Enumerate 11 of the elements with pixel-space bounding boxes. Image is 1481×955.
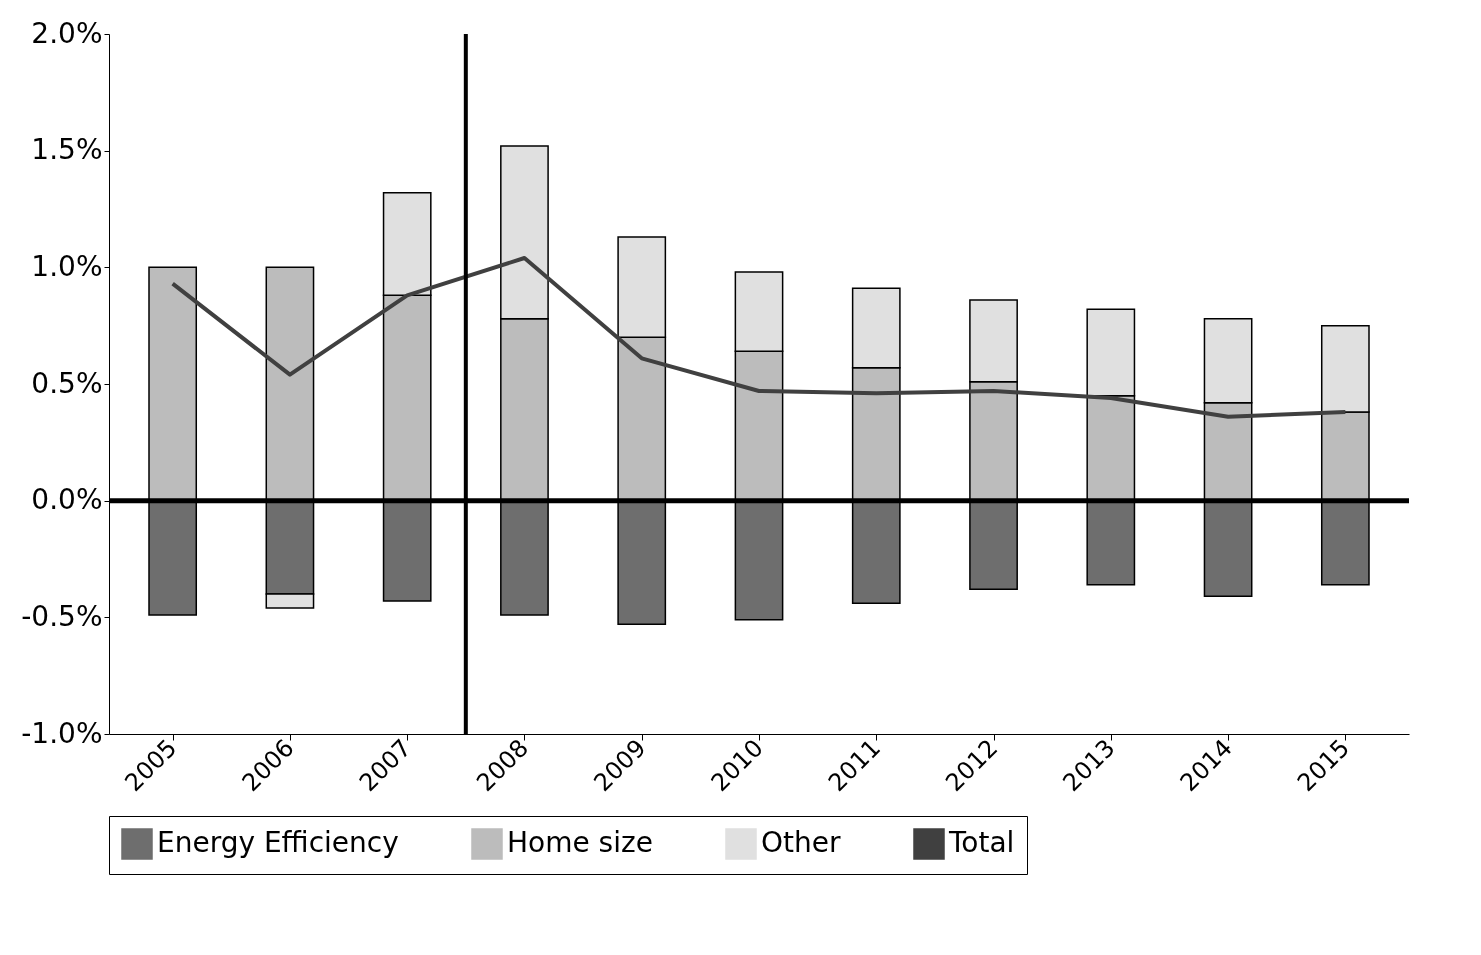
legend-label: Home size <box>507 826 653 859</box>
y-tick-label: 2.0% <box>31 16 103 50</box>
y-tick-label: 0.5% <box>31 366 103 400</box>
y-tick-label: -1.0% <box>21 716 103 750</box>
legend-label: Other <box>761 826 841 859</box>
y-tick-label: -0.5% <box>21 599 103 633</box>
legend-label: Energy Efficiency <box>157 826 399 859</box>
y-tick-label: 0.0% <box>31 483 103 517</box>
y-tick-label: 1.0% <box>31 249 103 283</box>
legend-label: Total <box>948 826 1015 859</box>
y-tick-label: 1.5% <box>31 133 103 167</box>
